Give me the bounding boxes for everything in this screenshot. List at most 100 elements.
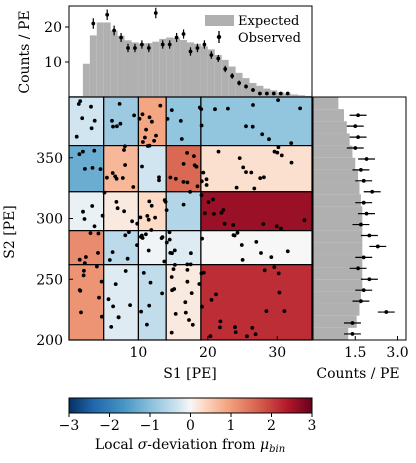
event-point [219, 210, 224, 215]
event-point [147, 143, 152, 148]
event-point [173, 176, 178, 181]
observed-point-right [360, 233, 378, 238]
observed-point-top [251, 88, 255, 92]
expected-bar-top [138, 43, 146, 97]
event-point [135, 221, 140, 226]
event-point [254, 240, 259, 244]
event-point [143, 135, 147, 140]
event-point [168, 175, 173, 180]
event-point [250, 124, 255, 129]
observed-point-top [119, 32, 123, 43]
event-point [145, 214, 150, 218]
event-point [122, 148, 126, 152]
event-point [81, 209, 85, 214]
expected-bar-top [96, 22, 104, 98]
event-point [89, 126, 94, 131]
colorbar-label: Local σ-deviation from μbin [95, 437, 285, 455]
sigma-bin-cell [68, 230, 105, 266]
event-point [172, 248, 177, 253]
event-point [120, 176, 125, 180]
observed-point-top [195, 43, 200, 53]
event-point [185, 180, 190, 185]
main-y-ticks: 200 250 300 350 [36, 151, 73, 349]
sigma-deviation-bins [68, 96, 313, 341]
expected-bar-top [180, 39, 188, 97]
event-point [131, 185, 136, 189]
expected-bar-top [117, 35, 125, 97]
event-point [113, 174, 118, 179]
event-point [262, 268, 267, 273]
event-point [77, 257, 82, 262]
colorbar-tick-label: 1 [227, 418, 236, 434]
event-point [92, 224, 97, 229]
event-point [302, 218, 307, 223]
event-point [188, 190, 193, 194]
colorbar-label-sigma: σ [138, 437, 148, 453]
observed-point-right [355, 200, 373, 205]
expected-bar-top [166, 37, 174, 97]
observed-point-top [160, 40, 165, 49]
main-y-axis-label: S2 [PE] [2, 205, 18, 259]
event-point [258, 176, 263, 181]
expected-bar-top [214, 55, 222, 97]
event-point [158, 103, 163, 108]
event-point [99, 279, 104, 284]
expected-bar-right [313, 133, 350, 146]
event-point [289, 141, 294, 146]
event-point [132, 113, 137, 118]
event-point [259, 251, 263, 255]
event-point [199, 193, 204, 198]
expected-bar-top [221, 59, 229, 97]
event-point [148, 280, 153, 285]
event-point [192, 163, 197, 168]
expected-bar-right [313, 303, 360, 316]
observed-point-right [355, 255, 373, 260]
expected-bar-top [173, 37, 181, 97]
colorbar-tick-label: 2 [267, 418, 276, 434]
event-point [83, 167, 87, 171]
observed-point-right [346, 124, 364, 129]
event-point [216, 149, 221, 154]
event-point [111, 304, 115, 309]
expected-bar-top [110, 30, 118, 97]
event-point [203, 211, 207, 216]
event-point [189, 291, 194, 295]
sigma-bin-cell [200, 230, 313, 266]
main-y-tick-label: 200 [36, 333, 63, 349]
colorbar-label-mu: μ [260, 437, 269, 453]
event-point [152, 138, 157, 143]
event-point [167, 237, 172, 242]
event-point [221, 208, 226, 212]
event-point [169, 108, 174, 112]
event-point [81, 273, 86, 278]
observed-points-right [344, 113, 395, 336]
observed-point-top [244, 84, 248, 89]
observed-point-right [355, 288, 373, 293]
observed-point-top [216, 55, 221, 62]
event-point [153, 215, 158, 220]
observed-point-right [349, 266, 367, 271]
sigma-bin-cell [165, 191, 202, 232]
main-frame [68, 96, 313, 341]
main-x-tick-label: 20 [199, 345, 217, 361]
expected-bar-top [82, 63, 90, 97]
sigma-bin-cell [68, 191, 105, 232]
observed-point-top [285, 91, 290, 96]
event-point [199, 123, 204, 128]
observed-points-top [91, 7, 290, 96]
event-point [241, 165, 246, 170]
event-point [78, 99, 83, 103]
event-point [163, 199, 168, 204]
expected-bar-right [313, 206, 363, 219]
event-point [92, 148, 97, 153]
event-point [147, 303, 152, 308]
colorbar-tick-label: −3 [59, 418, 80, 434]
event-point [208, 334, 213, 339]
event-point [187, 318, 191, 322]
observed-point-top [278, 91, 283, 96]
event-point [90, 204, 95, 208]
event-point [95, 264, 99, 269]
sigma-bin-cell [200, 264, 313, 341]
event-point [277, 290, 282, 295]
expected-bar-right [313, 218, 363, 231]
